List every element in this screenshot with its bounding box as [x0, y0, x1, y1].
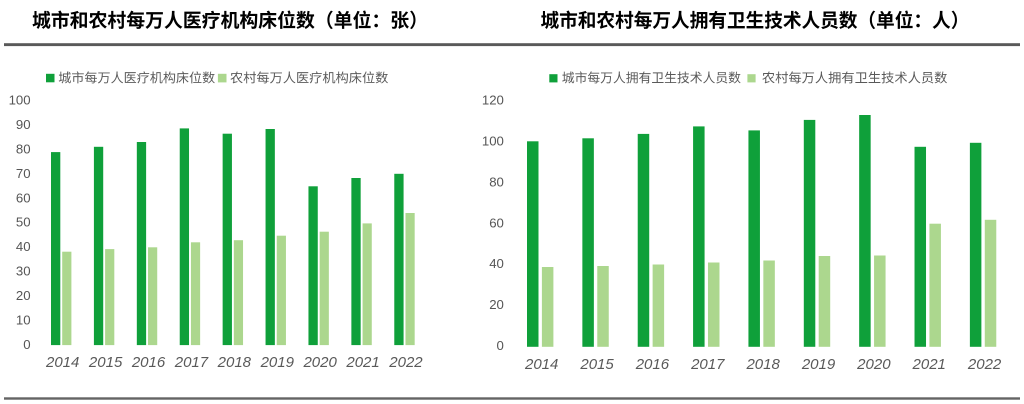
svg-text:100: 100 — [482, 133, 504, 148]
svg-text:90: 90 — [16, 117, 31, 132]
svg-text:120: 120 — [482, 92, 504, 107]
svg-text:40: 40 — [489, 256, 504, 271]
svg-text:20: 20 — [489, 297, 504, 312]
svg-text:70: 70 — [16, 166, 31, 181]
svg-text:2020: 2020 — [302, 354, 337, 371]
svg-text:0: 0 — [23, 337, 30, 352]
svg-text:100: 100 — [9, 93, 31, 108]
svg-text:2022: 2022 — [967, 356, 1002, 373]
svg-text:2018: 2018 — [217, 354, 252, 371]
svg-text:2017: 2017 — [174, 354, 209, 371]
svg-text:2022: 2022 — [388, 354, 423, 371]
svg-text:2015: 2015 — [579, 356, 614, 373]
svg-text:0: 0 — [497, 338, 504, 353]
svg-text:2016: 2016 — [131, 354, 166, 371]
svg-text:20: 20 — [16, 288, 31, 303]
svg-text:2018: 2018 — [745, 356, 780, 373]
svg-text:2015: 2015 — [88, 354, 123, 371]
svg-text:10: 10 — [16, 312, 31, 327]
svg-text:2020: 2020 — [856, 356, 891, 373]
svg-text:2017: 2017 — [690, 356, 725, 373]
svg-text:2021: 2021 — [912, 356, 946, 373]
svg-text:2019: 2019 — [801, 356, 836, 373]
svg-text:40: 40 — [16, 239, 31, 254]
svg-text:60: 60 — [489, 215, 504, 230]
svg-text:60: 60 — [16, 190, 31, 205]
svg-text:50: 50 — [16, 215, 31, 230]
svg-text:2014: 2014 — [45, 354, 79, 371]
svg-text:80: 80 — [16, 142, 31, 157]
svg-text:80: 80 — [489, 174, 504, 189]
svg-text:30: 30 — [16, 264, 31, 279]
svg-text:2019: 2019 — [260, 354, 295, 371]
svg-text:2014: 2014 — [524, 356, 558, 373]
svg-text:2021: 2021 — [345, 354, 379, 371]
svg-text:2016: 2016 — [635, 356, 670, 373]
